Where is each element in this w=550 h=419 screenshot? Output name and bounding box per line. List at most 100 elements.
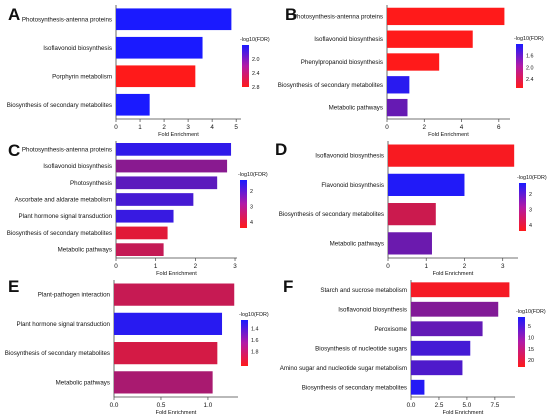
category-label: Starch and sucrose metabolism: [320, 287, 407, 294]
category-label: Plant hormone signal transduction: [16, 321, 110, 328]
x-tick-label: 0: [385, 124, 389, 131]
x-tick-label: 2.5: [435, 402, 444, 409]
category-label: Phenylpropanoid biosynthesis: [301, 59, 383, 66]
x-tick-label: 4: [460, 124, 464, 131]
colorbar-tick-label: 2: [250, 189, 253, 195]
colorbar-tick-label: 15: [528, 347, 534, 353]
x-tick-label: 2: [423, 124, 427, 131]
bar: [411, 321, 483, 337]
category-label: Metabolic pathways: [329, 105, 383, 112]
colorbar: [518, 317, 525, 367]
x-tick-label: 5.0: [463, 402, 472, 409]
colorbar-tick-label: 2.4: [526, 77, 534, 83]
bar: [116, 176, 218, 190]
bar: [114, 312, 223, 335]
colorbar-tick-label: 1.8: [251, 350, 259, 356]
panel-letter: F: [283, 277, 293, 296]
colorbar-tick-label: 2.8: [252, 85, 260, 91]
category-label: Biosynthesis of secondary metabolites: [279, 211, 384, 218]
panel-A: A Photosynthesis-antenna proteins Isoflavo…: [7, 5, 270, 138]
category-label: Photosynthesis: [70, 180, 112, 187]
colorbar: [519, 183, 526, 231]
category-label: Biosynthesis of secondary metabolites: [7, 230, 112, 237]
x-axis-title: Fold Enrichment: [156, 410, 197, 414]
panel-letter: E: [8, 277, 19, 296]
colorbar-title: -log10(FDR): [240, 37, 270, 43]
x-tick-label: 0.5: [157, 402, 166, 409]
panel-E: E Plant-pathogen interaction Plant hormone…: [5, 277, 269, 416]
colorbar-title: -log10(FDR): [514, 36, 544, 42]
bar: [116, 209, 174, 223]
bar: [114, 342, 218, 365]
colorbar-tick-label: 2.0: [526, 65, 534, 71]
bar: [388, 203, 436, 226]
colorbar-title: -log10(FDR): [239, 312, 269, 318]
category-label: Metabolic pathways: [56, 379, 110, 386]
bar: [411, 360, 463, 376]
x-axis-title: Fold Enrichment: [428, 132, 469, 138]
bar: [387, 53, 440, 71]
category-label: Plant-pathogen interaction: [38, 292, 111, 299]
x-tick-label: 1.0: [204, 402, 213, 409]
category-label: Biosynthesis of secondary metabolites: [5, 350, 110, 357]
x-tick-label: 0.0: [407, 402, 416, 409]
category-label: Metabolic pathways: [58, 247, 112, 254]
category-label: Photosynthesis-antenna proteins: [22, 146, 112, 153]
x-tick-label: 3: [186, 124, 190, 131]
x-tick-label: 2: [162, 124, 166, 131]
bar: [116, 243, 164, 256]
category-label: Ascorbate and aldarate metabolism: [15, 197, 112, 204]
x-tick-label: 1: [154, 263, 158, 270]
category-label: Peroxisome: [374, 326, 407, 333]
category-label: Isoflavonoid biosynthesis: [314, 36, 383, 43]
colorbar-tick-label: 2.0: [252, 57, 260, 63]
x-tick-label: 2: [463, 263, 467, 270]
category-label: Plant hormone signal transduction: [18, 213, 112, 220]
bar: [387, 7, 505, 26]
bar: [411, 282, 510, 298]
bar: [387, 98, 408, 117]
bar: [116, 159, 228, 173]
x-tick-label: 1: [424, 263, 428, 270]
colorbar-tick-label: 4: [250, 220, 253, 226]
category-label: Photosynthesis-antenna proteins: [293, 13, 383, 20]
bar: [116, 8, 232, 31]
panel-D: D Isoflavonoid biosynthesis Flavonoid bios…: [275, 140, 547, 277]
panel-letter: C: [8, 141, 20, 160]
category-label: Amino sugar and nucleotide sugar metabol…: [280, 365, 407, 372]
bar: [388, 144, 515, 167]
colorbar-tick-label: 1.4: [251, 327, 259, 333]
colorbar-title: -log10(FDR): [516, 309, 546, 315]
colorbar: [240, 180, 247, 228]
colorbar: [242, 45, 249, 87]
x-tick-label: 1: [138, 124, 142, 131]
x-tick-label: 0: [386, 263, 390, 270]
colorbar-tick-label: 2.4: [252, 71, 260, 77]
panel-C: C Photosynthesis-antenna proteins Isoflavo…: [7, 141, 268, 277]
colorbar-title: -log10(FDR): [238, 172, 268, 178]
x-tick-label: 7.5: [490, 402, 499, 409]
x-tick-label: 6: [497, 124, 501, 131]
category-label: Metabolic pathways: [330, 240, 384, 247]
bar: [114, 283, 235, 306]
bar: [116, 36, 203, 59]
category-label: Biosynthesis of nucleotide sugars: [315, 345, 407, 352]
colorbar-tick-label: 1.6: [251, 338, 259, 344]
category-label: Porphyrin metabolism: [52, 73, 112, 80]
colorbar-tick-label: 2: [529, 192, 532, 198]
bar: [114, 371, 213, 394]
x-axis-title: Fold Enrichment: [443, 410, 484, 414]
colorbar-tick-label: 3: [529, 207, 532, 213]
x-axis-title: Fold Enrichment: [158, 132, 199, 138]
colorbar: [241, 320, 248, 366]
x-tick-label: 5: [234, 124, 238, 131]
x-tick-label: 0: [114, 124, 118, 131]
bar: [411, 301, 499, 317]
x-tick-label: 0.0: [110, 402, 119, 409]
bar: [387, 30, 473, 48]
colorbar: [516, 44, 523, 88]
x-tick-label: 3: [233, 263, 237, 270]
